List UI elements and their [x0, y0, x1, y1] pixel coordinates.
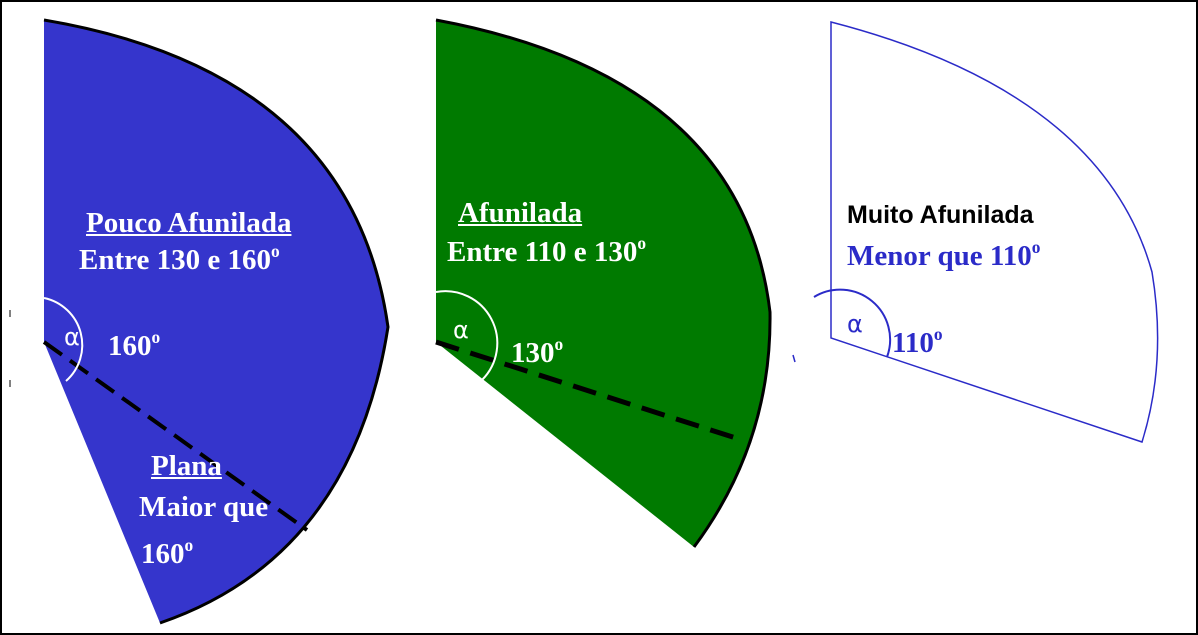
muito-range-degree: o — [1031, 236, 1041, 257]
plana-line1: Maior que — [139, 491, 269, 523]
alpha-arc-afunilada — [435, 290, 499, 381]
plana-dashed-line — [42, 340, 309, 532]
pouco-angle-text: 160 — [108, 330, 152, 362]
alpha-arc-pouco — [43, 297, 84, 382]
alpha-symbol-afunilada: α — [453, 316, 469, 344]
alpha-arc-muito — [813, 288, 892, 358]
sector-pouco-arc — [43, 18, 390, 625]
alpha-symbol-pouco: α — [64, 323, 80, 351]
pouco-range-text: Entre 130 e 160 — [79, 244, 271, 276]
sector-afunilada — [436, 20, 771, 547]
muito-range-text: Menor que 110 — [847, 240, 1032, 272]
afunilada-angle-text: 130 — [511, 337, 555, 369]
stray-tick — [792, 354, 796, 363]
afunilada-dashed-line — [435, 339, 743, 443]
afunilada-range: Entre 110 e 130o — [447, 234, 646, 268]
muito-afunilada-range: Menor que 110o — [847, 238, 1040, 272]
sector-afunilada-arc — [435, 18, 772, 548]
plana-value: 160o — [141, 536, 193, 570]
pouco-angle-value: 160o — [108, 328, 160, 362]
afunilada-angle-value: 130o — [511, 335, 563, 369]
muito-afunilada-title: Muito Afunilada — [847, 201, 1034, 229]
afunilada-angle-degree: o — [554, 333, 564, 354]
pouco-afunilada-title: Pouco Afunilada — [86, 207, 292, 239]
plana-value-degree: o — [184, 534, 194, 555]
afunilada-range-degree: o — [637, 232, 647, 253]
muito-angle-value: 110o — [892, 325, 943, 359]
afunilada-title: Afunilada — [458, 197, 583, 229]
plana-title: Plana — [151, 450, 222, 482]
pouco-range-degree: o — [270, 240, 280, 261]
alpha-symbol-muito: α — [847, 310, 863, 338]
afunilada-range-text: Entre 110 e 130 — [447, 236, 638, 268]
muito-angle-degree: o — [933, 323, 943, 344]
plana-value-text: 160 — [141, 538, 185, 570]
muito-angle-text: 110 — [892, 327, 934, 359]
pouco-afunilada-range: Entre 130 e 160o — [79, 242, 280, 276]
sector-pouco-afunilada — [44, 20, 388, 623]
sector-muito-afunilada — [830, 21, 1159, 443]
pouco-angle-degree: o — [151, 326, 161, 347]
